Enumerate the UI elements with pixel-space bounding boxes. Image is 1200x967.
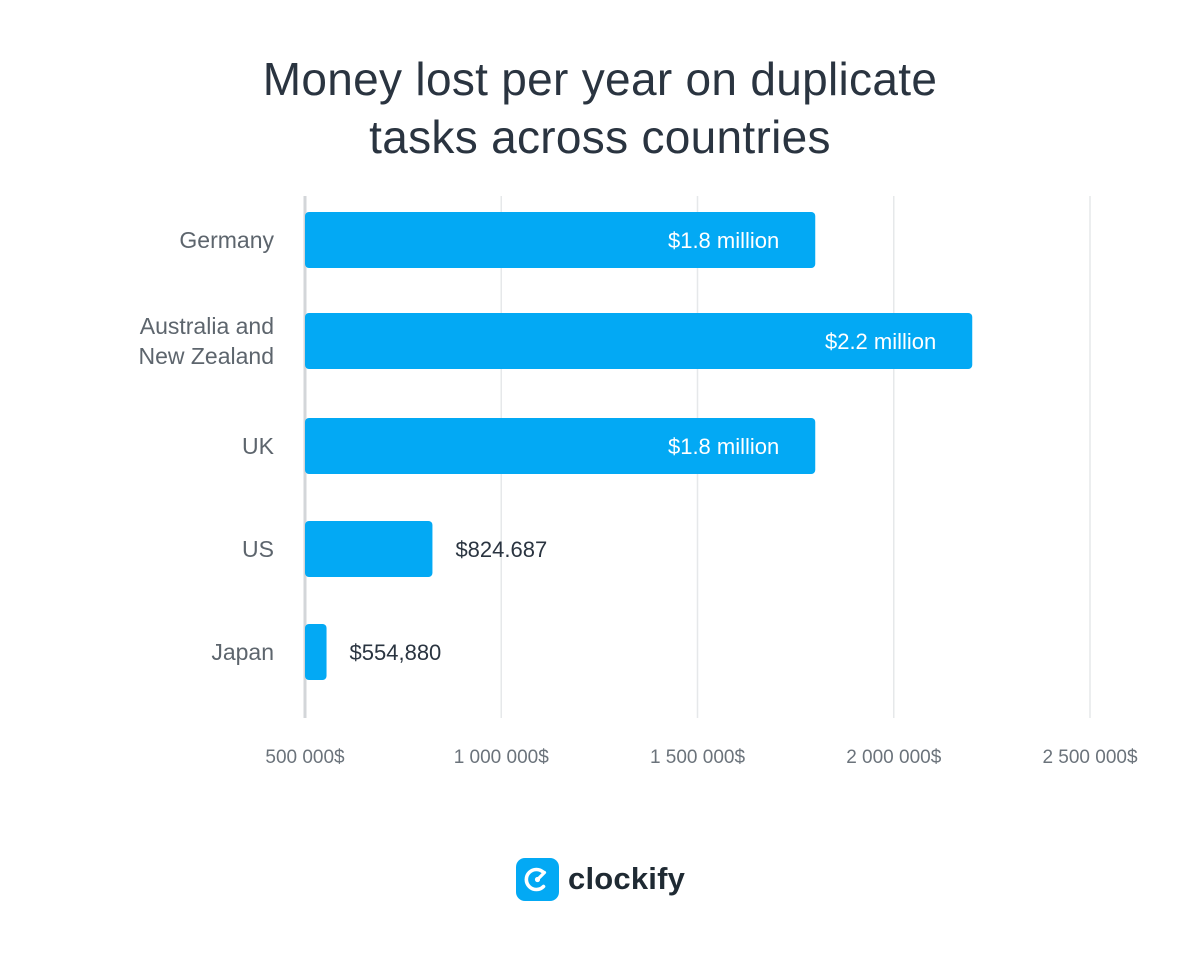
- x-tick-label: 500 000$: [265, 747, 345, 768]
- x-tick-label: 1 000 000$: [454, 747, 550, 768]
- data-label: $1.8 million: [668, 228, 779, 253]
- bar: [305, 521, 433, 577]
- data-label: $824.687: [455, 537, 547, 562]
- bar-chart: 500 000$ 1 000 000$ 1 500 000$ 2 000 000$ 2 …: [138, 196, 1138, 768]
- x-tick-label: 1 500 000$: [650, 747, 746, 768]
- bar: [305, 418, 816, 474]
- category-label: New Zealand: [138, 343, 274, 369]
- data-label: $2.2 million: [825, 329, 936, 354]
- category-label: US: [242, 536, 274, 562]
- x-tick-label: 2 000 000$: [846, 747, 942, 768]
- data-label: $554,880: [350, 640, 442, 665]
- data-label: $1.8 million: [668, 434, 779, 459]
- category-label: Germany: [179, 227, 274, 253]
- category-label: Japan: [211, 639, 274, 665]
- clockify-logo-text: clockify: [568, 861, 686, 896]
- bar: [305, 624, 327, 680]
- clockify-logo-icon: [516, 857, 559, 901]
- category-label: Australia and: [140, 313, 274, 339]
- clockify-logo: clockify: [516, 857, 685, 901]
- chart-title: Money lost per year on duplicate tasks a…: [0, 50, 1200, 166]
- chart-title-line-2: tasks across countries: [369, 111, 831, 163]
- bar: [305, 313, 973, 369]
- chart-title-line-1: Money lost per year on duplicate: [262, 53, 938, 105]
- bar: [305, 212, 816, 268]
- x-tick-label: 2 500 000$: [1042, 747, 1138, 768]
- category-label: UK: [242, 433, 275, 459]
